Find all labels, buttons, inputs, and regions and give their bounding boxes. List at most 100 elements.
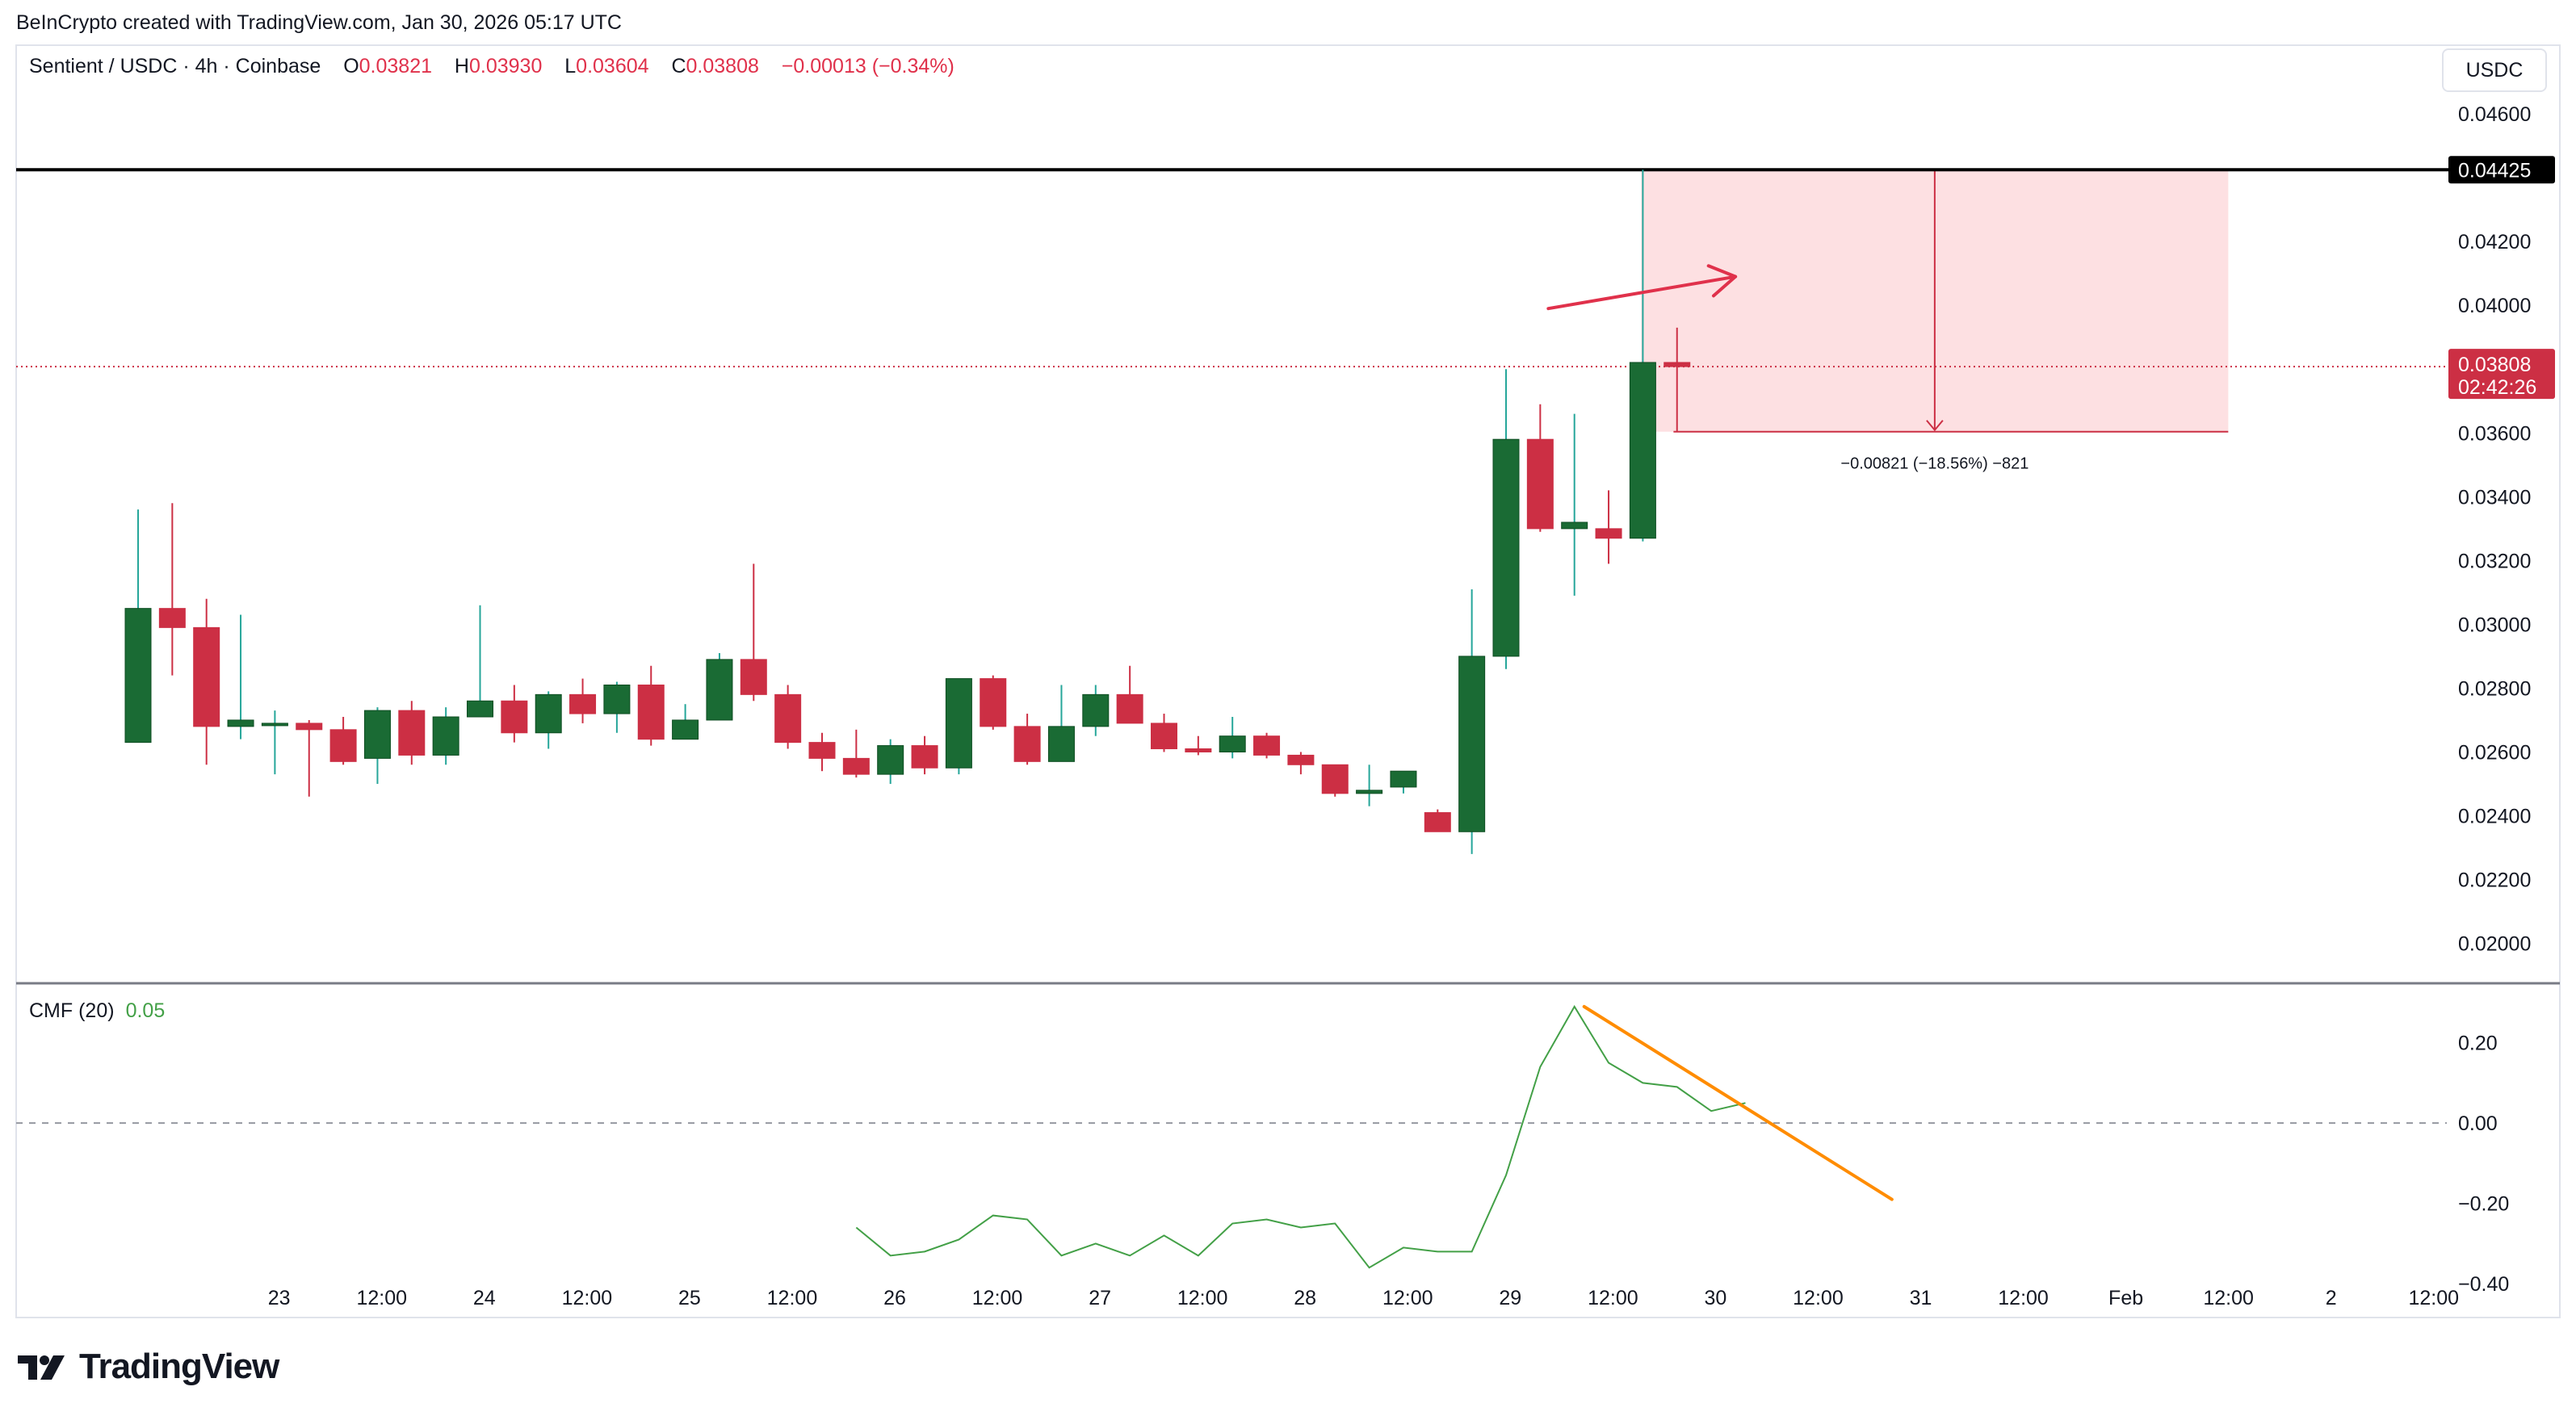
candle — [1185, 735, 1212, 756]
price-tick-label: 0.03000 — [2458, 614, 2531, 636]
candle — [1082, 685, 1110, 736]
countdown-label: 02:42:26 — [2458, 376, 2536, 399]
time-tick-label: 12:00 — [2203, 1287, 2254, 1309]
candle — [1663, 327, 1691, 432]
cmf-value: 0.05 — [125, 999, 166, 1022]
bullish-candle-body — [227, 719, 254, 727]
bearish-candle-body — [569, 693, 597, 714]
time-tick-label: 12:00 — [562, 1287, 613, 1309]
candle — [603, 681, 631, 733]
bearish-candle-body — [911, 745, 938, 769]
bearish-candle-body — [1321, 764, 1349, 794]
time-tick-label: 27 — [1089, 1287, 1111, 1309]
bearish-candle-body — [1151, 723, 1177, 750]
candle — [1424, 809, 1451, 832]
time-tick-label: 2 — [2326, 1287, 2337, 1309]
close-label: C — [671, 55, 686, 78]
candle — [637, 665, 665, 746]
symbol-label[interactable]: Sentient / USDC · 4h · Coinbase — [29, 55, 321, 78]
bullish-candle-body — [706, 659, 733, 721]
cmf-label[interactable]: CMF (20) — [29, 999, 115, 1022]
bearish-candle-body — [329, 729, 357, 762]
bullish-candle-body — [877, 745, 904, 775]
reference-lines-layer — [16, 168, 2448, 368]
bullish-candle-body — [432, 716, 459, 756]
price-trend-arrow — [1546, 274, 1738, 311]
candle — [501, 685, 528, 743]
candle — [398, 701, 426, 765]
bearish-candle-body — [980, 678, 1007, 727]
currency-button[interactable]: USDC — [2442, 48, 2547, 92]
candle — [877, 739, 904, 784]
price-tick-label: 0.02200 — [2458, 869, 2531, 892]
bearish-candle-body — [1185, 748, 1212, 752]
candle — [363, 707, 391, 784]
candle — [945, 678, 972, 775]
bearish-candle-body — [1595, 528, 1622, 539]
price-tick-label: 0.04200 — [2458, 231, 2531, 253]
bearish-candle-body — [1253, 735, 1281, 756]
cmf-line — [855, 1004, 1746, 1269]
time-tick-label: 25 — [678, 1287, 701, 1309]
cmf-pane[interactable] — [16, 1004, 2447, 1269]
price-tick-label: 0.04600 — [2458, 103, 2531, 126]
candle — [1013, 714, 1041, 765]
candles-layer[interactable] — [124, 170, 1691, 854]
bearish-candle-body — [1424, 812, 1451, 832]
cmf-tick-label: −0.40 — [2458, 1273, 2509, 1296]
bullish-candle-body — [1390, 770, 1417, 788]
candle — [1561, 413, 1588, 596]
attribution-text: BeInCrypto created with TradingView.com,… — [16, 11, 622, 34]
candle — [1116, 665, 1143, 724]
time-tick-label: 31 — [1910, 1287, 1932, 1309]
price-tick-label: 0.04000 — [2458, 295, 2531, 317]
low-label: L — [564, 55, 577, 78]
candle — [535, 691, 562, 749]
bullish-candle-body — [1356, 790, 1383, 794]
open-label: O — [343, 55, 359, 78]
candle — [193, 598, 220, 765]
high-value: 0.03930 — [468, 55, 543, 78]
measure-label: −0.00821 (−18.56%) −821 — [1840, 455, 2028, 473]
price-tick-label: 0.02800 — [2458, 677, 2531, 700]
candle — [158, 503, 186, 676]
candle — [1321, 764, 1349, 797]
candle — [467, 605, 493, 718]
time-tick-label: 24 — [473, 1287, 496, 1309]
bearish-candle-body — [1116, 693, 1143, 724]
candle — [1047, 685, 1075, 762]
bearish-candle-body — [637, 684, 665, 740]
time-tick-label: 12:00 — [1998, 1287, 2049, 1309]
candle — [1390, 770, 1417, 794]
bullish-candle-body — [124, 608, 152, 744]
bullish-candle-body — [1561, 522, 1588, 530]
bullish-candle-body — [363, 710, 391, 759]
low-value: 0.03604 — [576, 55, 649, 78]
bullish-candle-body — [1047, 726, 1075, 762]
candle — [1595, 490, 1622, 564]
time-tick-label: 12:00 — [1177, 1287, 1228, 1309]
drawings-layer[interactable] — [1546, 264, 1738, 311]
bullish-candle-body — [945, 678, 972, 769]
bearish-candle-body — [193, 626, 220, 727]
bearish-candle-body — [398, 710, 426, 756]
candle — [1151, 714, 1177, 752]
cmf-tick-label: −0.20 — [2458, 1193, 2509, 1216]
bearish-candle-body — [158, 608, 186, 628]
axes-layer: 0.02000 0.02200 0.02400 0.02600 0.02800 0.030… — [268, 103, 2555, 1309]
candle — [706, 652, 733, 721]
candle — [261, 710, 288, 775]
candle — [1253, 732, 1281, 759]
bullish-candle-body — [1082, 693, 1110, 727]
time-tick-label: 12:00 — [767, 1287, 818, 1309]
bearish-candle-body — [501, 700, 528, 734]
candle — [124, 509, 152, 744]
close-value: 0.03808 — [686, 55, 759, 78]
time-tick-label: 23 — [268, 1287, 291, 1309]
price-tick-label: 0.02000 — [2458, 933, 2531, 956]
candle — [227, 614, 254, 739]
tradingview-logo[interactable]: TradingView — [18, 1347, 279, 1387]
ohlc-legend: Sentient / USDC · 4h · Coinbase O0.03821… — [29, 55, 954, 78]
bearish-candle-body — [808, 742, 836, 759]
